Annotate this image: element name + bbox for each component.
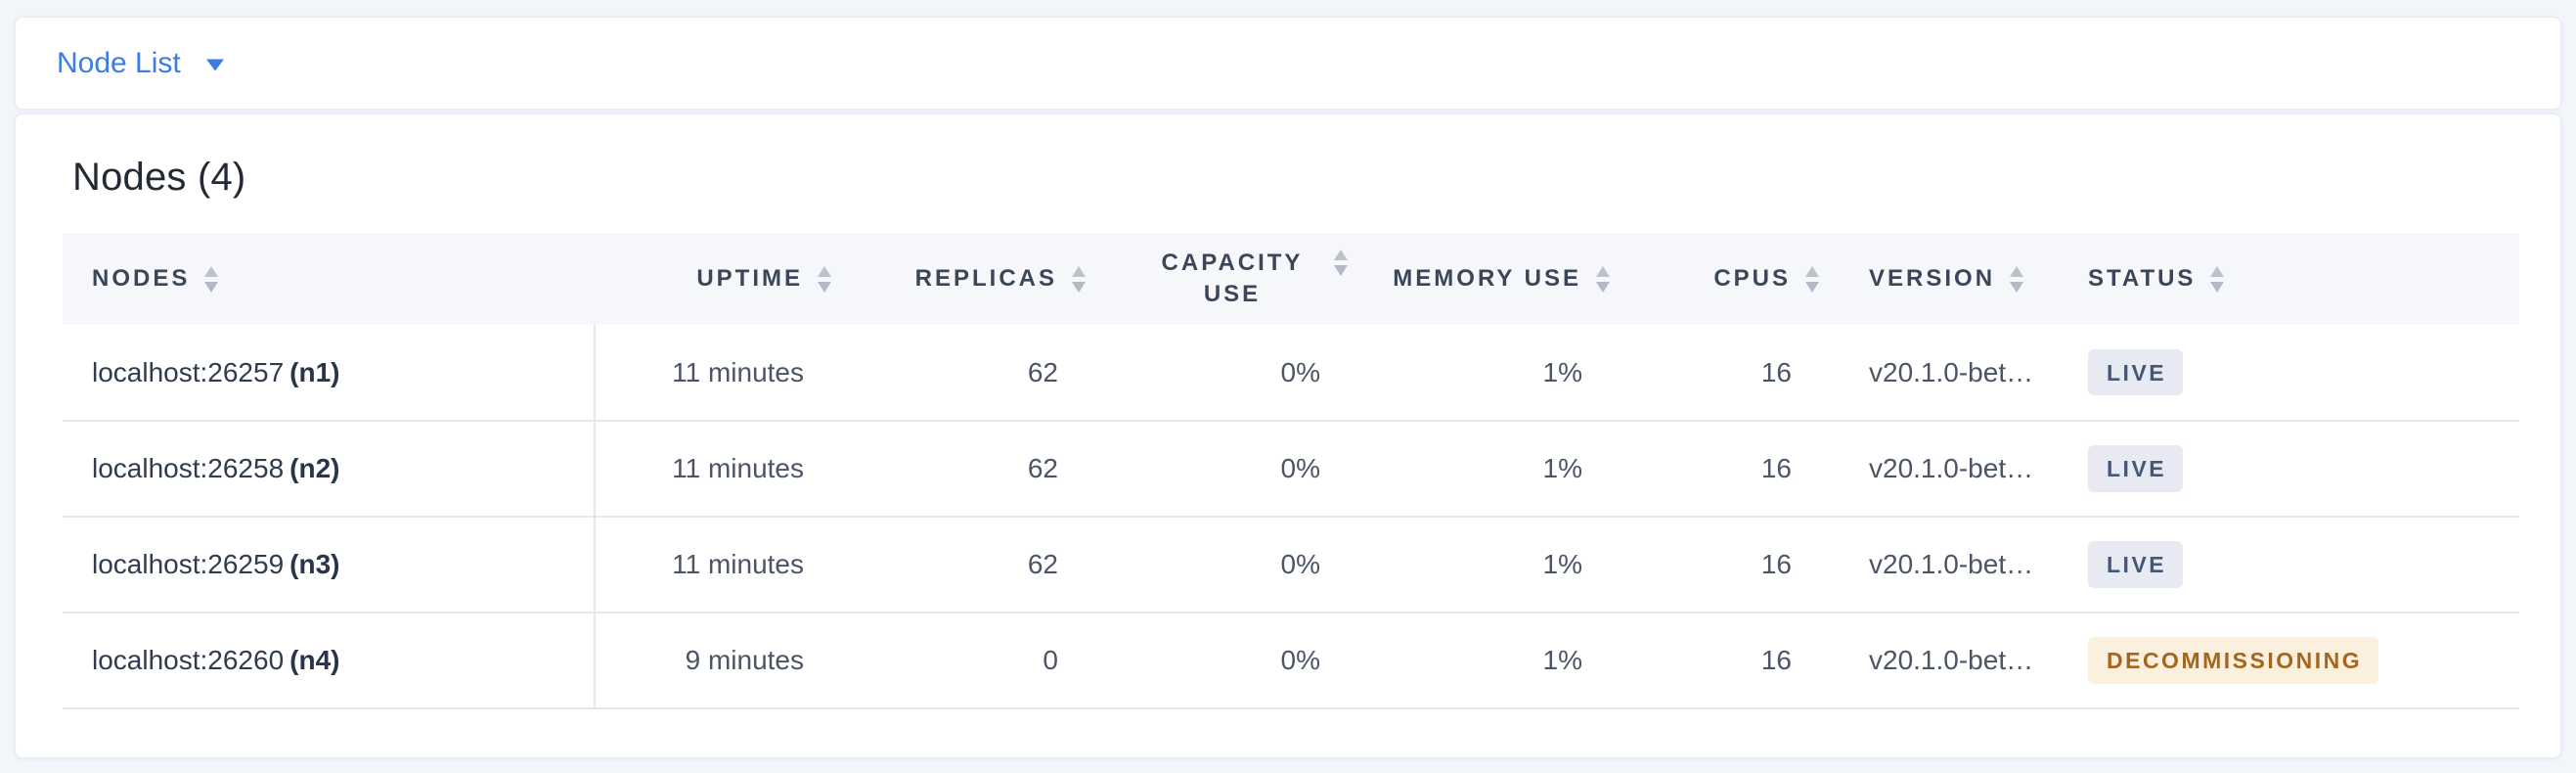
- status-cell: DECOMMISSIONING: [2074, 613, 2519, 709]
- uptime-cell: 9 minutes: [595, 613, 847, 709]
- table-header-row: NODES UPTIME REPLICAS: [63, 233, 2519, 325]
- sort-icon[interactable]: [202, 265, 220, 293]
- uptime-cell: 11 minutes: [595, 421, 847, 518]
- column-header-memory-use[interactable]: MEMORY USE: [1363, 233, 1625, 325]
- status-badge: LIVE: [2088, 445, 2184, 492]
- sort-icon[interactable]: [2008, 265, 2025, 293]
- status-badge: LIVE: [2088, 348, 2184, 396]
- memory-use-cell: 1%: [1363, 613, 1625, 709]
- node-name-cell: localhost:26259 (n3): [63, 517, 596, 614]
- column-header-uptime[interactable]: UPTIME: [595, 233, 847, 325]
- capacity-use-cell: 0%: [1101, 517, 1363, 614]
- table-row: localhost:26258 (n2) 11 minutes 62 0% 1% …: [63, 421, 2519, 518]
- table-row: localhost:26259 (n3) 11 minutes 62 0% 1% …: [63, 517, 2519, 614]
- column-label: STATUS: [2088, 265, 2197, 292]
- uptime-cell: 11 minutes: [595, 517, 847, 614]
- table-row: localhost:26257 (n1) 11 minutes 62 0% 1% …: [63, 325, 2519, 422]
- page-title: Nodes (4): [72, 156, 246, 199]
- nodes-table-body: localhost:26257 (n1) 11 minutes 62 0% 1% …: [63, 325, 2519, 709]
- sort-icon[interactable]: [1070, 265, 1088, 293]
- column-header-replicas[interactable]: REPLICAS: [847, 233, 1101, 325]
- version-cell: v20.1.0-bet…: [1835, 613, 2074, 709]
- memory-use-cell: 1%: [1363, 421, 1625, 518]
- node-address: localhost:26257: [92, 356, 285, 387]
- column-label: REPLICAS: [914, 265, 1057, 292]
- version-cell: v20.1.0-bet…: [1835, 421, 2074, 518]
- sort-icon[interactable]: [1594, 265, 1612, 293]
- status-badge: LIVE: [2088, 541, 2184, 588]
- column-label: MEMORY USE: [1393, 265, 1581, 292]
- view-dropdown-label: Node List: [57, 46, 181, 79]
- replicas-cell: 62: [847, 421, 1101, 518]
- column-label: CPUS: [1713, 265, 1791, 292]
- nodes-panel: Nodes (4) NODES UPTIME: [15, 114, 2561, 758]
- column-header-cpus[interactable]: CPUS: [1625, 233, 1835, 325]
- capacity-use-cell: 0%: [1101, 613, 1363, 709]
- cpus-cell: 16: [1625, 517, 1835, 614]
- sort-icon[interactable]: [1803, 265, 1821, 293]
- cpus-cell: 16: [1625, 325, 1835, 422]
- memory-use-cell: 1%: [1363, 517, 1625, 614]
- status-cell: LIVE: [2074, 421, 2519, 518]
- column-label: NODES: [92, 265, 191, 292]
- cpus-cell: 16: [1625, 421, 1835, 518]
- sort-icon[interactable]: [816, 265, 833, 293]
- nodes-table: NODES UPTIME REPLICAS: [63, 233, 2519, 709]
- node-id: (n4): [289, 645, 340, 675]
- uptime-cell: 11 minutes: [595, 325, 847, 422]
- memory-use-cell: 1%: [1363, 325, 1625, 422]
- replicas-cell: 62: [847, 325, 1101, 422]
- node-address: localhost:26259: [92, 549, 285, 579]
- sort-icon[interactable]: [1332, 249, 1350, 276]
- node-id: (n2): [289, 453, 340, 483]
- replicas-cell: 62: [847, 517, 1101, 614]
- column-label: CAPACITY USE: [1161, 249, 1304, 307]
- version-cell: v20.1.0-bet…: [1835, 517, 2074, 614]
- column-header-version[interactable]: VERSION: [1835, 233, 2074, 325]
- column-label: VERSION: [1869, 265, 1996, 292]
- node-name-cell: localhost:26260 (n4): [63, 613, 596, 709]
- column-header-status[interactable]: STATUS: [2074, 233, 2519, 325]
- version-cell: v20.1.0-bet…: [1835, 325, 2074, 422]
- column-header-nodes[interactable]: NODES: [63, 233, 595, 325]
- status-cell: LIVE: [2074, 325, 2519, 422]
- view-selector-card: Node List: [15, 17, 2561, 110]
- node-address: localhost:26258: [92, 453, 285, 483]
- chevron-down-icon: [204, 58, 226, 72]
- status-badge: DECOMMISSIONING: [2088, 637, 2379, 684]
- capacity-use-cell: 0%: [1101, 325, 1363, 422]
- replicas-cell: 0: [847, 613, 1101, 709]
- node-id: (n1): [289, 356, 340, 387]
- cpus-cell: 16: [1625, 613, 1835, 709]
- column-label: UPTIME: [696, 265, 803, 292]
- status-cell: LIVE: [2074, 517, 2519, 614]
- node-address: localhost:26260: [92, 645, 285, 675]
- node-id: (n3): [289, 549, 340, 579]
- node-name-cell: localhost:26257 (n1): [63, 325, 596, 422]
- capacity-use-cell: 0%: [1101, 421, 1363, 518]
- node-name-cell: localhost:26258 (n2): [63, 421, 596, 518]
- view-dropdown[interactable]: Node List: [57, 46, 226, 79]
- column-header-capacity-use[interactable]: CAPACITY USE: [1101, 233, 1363, 325]
- table-row: localhost:26260 (n4) 9 minutes 0 0% 1% 16…: [63, 613, 2519, 709]
- sort-icon[interactable]: [2208, 265, 2226, 293]
